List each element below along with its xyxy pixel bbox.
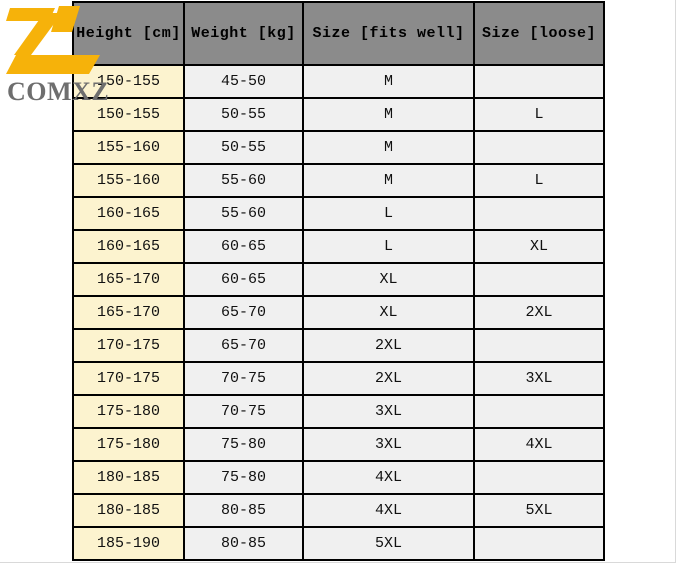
table-row: 180-185 80-85 4XL 5XL — [72, 493, 605, 528]
cell-size-loose — [473, 328, 605, 363]
column-header-size-loose: Size [loose] — [473, 1, 605, 66]
cell-height: 150-155 — [72, 97, 185, 132]
cell-weight: 70-75 — [183, 394, 304, 429]
cell-weight: 50-55 — [183, 130, 304, 165]
cell-size-fit: 4XL — [302, 460, 475, 495]
cell-size-loose: L — [473, 97, 605, 132]
table-row: 185-190 80-85 5XL — [72, 526, 605, 561]
cell-size-loose — [473, 196, 605, 231]
cell-size-fit: M — [302, 64, 475, 99]
cell-weight: 80-85 — [183, 493, 304, 528]
table-row: 150-155 50-55 M L — [72, 97, 605, 132]
table-row: 165-170 60-65 XL — [72, 262, 605, 297]
table-row: 180-185 75-80 4XL — [72, 460, 605, 495]
cell-height: 155-160 — [72, 130, 185, 165]
column-header-height: Height [cm] — [72, 1, 185, 66]
cell-size-fit: XL — [302, 295, 475, 330]
cell-size-loose — [473, 262, 605, 297]
cell-size-loose: 4XL — [473, 427, 605, 462]
column-header-size-fit: Size [fits well] — [302, 1, 475, 66]
table-row: 155-160 50-55 M — [72, 130, 605, 165]
cell-height: 185-190 — [72, 526, 185, 561]
table-row: 175-180 70-75 3XL — [72, 394, 605, 429]
table-row: 150-155 45-50 M — [72, 64, 605, 99]
cell-height: 165-170 — [72, 295, 185, 330]
table-row: 165-170 65-70 XL 2XL — [72, 295, 605, 330]
cell-weight: 55-60 — [183, 196, 304, 231]
table-row: 170-175 70-75 2XL 3XL — [72, 361, 605, 396]
cell-weight: 75-80 — [183, 427, 304, 462]
cell-height: 180-185 — [72, 460, 185, 495]
cell-size-fit: 3XL — [302, 394, 475, 429]
cell-weight: 75-80 — [183, 460, 304, 495]
cell-height: 155-160 — [72, 163, 185, 198]
cell-size-fit: 2XL — [302, 328, 475, 363]
cell-size-loose: XL — [473, 229, 605, 264]
cell-size-fit: 3XL — [302, 427, 475, 462]
cell-size-fit: L — [302, 229, 475, 264]
cell-height: 170-175 — [72, 361, 185, 396]
cell-height: 180-185 — [72, 493, 185, 528]
cell-weight: 50-55 — [183, 97, 304, 132]
cell-weight: 45-50 — [183, 64, 304, 99]
cell-weight: 60-65 — [183, 229, 304, 264]
cell-weight: 60-65 — [183, 262, 304, 297]
header-row: Height [cm] Weight [kg] Size [fits well]… — [72, 1, 605, 66]
cell-size-loose — [473, 64, 605, 99]
column-header-weight: Weight [kg] — [183, 1, 304, 66]
table-row: 170-175 65-70 2XL — [72, 328, 605, 363]
table-row: 175-180 75-80 3XL 4XL — [72, 427, 605, 462]
cell-size-loose: 5XL — [473, 493, 605, 528]
cell-weight: 55-60 — [183, 163, 304, 198]
size-chart-table: Height [cm] Weight [kg] Size [fits well]… — [72, 1, 605, 561]
cell-height: 165-170 — [72, 262, 185, 297]
cell-size-loose — [473, 130, 605, 165]
cell-size-loose — [473, 460, 605, 495]
cell-height: 160-165 — [72, 196, 185, 231]
cell-size-fit: XL — [302, 262, 475, 297]
cell-size-fit: L — [302, 196, 475, 231]
table-row: 160-165 60-65 L XL — [72, 229, 605, 264]
cell-size-fit: M — [302, 163, 475, 198]
cell-size-loose — [473, 394, 605, 429]
cell-size-fit: 4XL — [302, 493, 475, 528]
cell-size-fit: M — [302, 130, 475, 165]
cell-height: 170-175 — [72, 328, 185, 363]
cell-size-loose: L — [473, 163, 605, 198]
cell-size-loose — [473, 526, 605, 561]
table-row: 155-160 55-60 M L — [72, 163, 605, 198]
cell-size-fit: 5XL — [302, 526, 475, 561]
cell-weight: 65-70 — [183, 328, 304, 363]
cell-height: 175-180 — [72, 427, 185, 462]
cell-size-loose: 3XL — [473, 361, 605, 396]
cell-height: 160-165 — [72, 229, 185, 264]
cell-height: 150-155 — [72, 64, 185, 99]
cell-weight: 80-85 — [183, 526, 304, 561]
cell-size-fit: 2XL — [302, 361, 475, 396]
cell-weight: 65-70 — [183, 295, 304, 330]
cell-size-fit: M — [302, 97, 475, 132]
cell-size-loose: 2XL — [473, 295, 605, 330]
cell-weight: 70-75 — [183, 361, 304, 396]
table-row: 160-165 55-60 L — [72, 196, 605, 231]
cell-height: 175-180 — [72, 394, 185, 429]
